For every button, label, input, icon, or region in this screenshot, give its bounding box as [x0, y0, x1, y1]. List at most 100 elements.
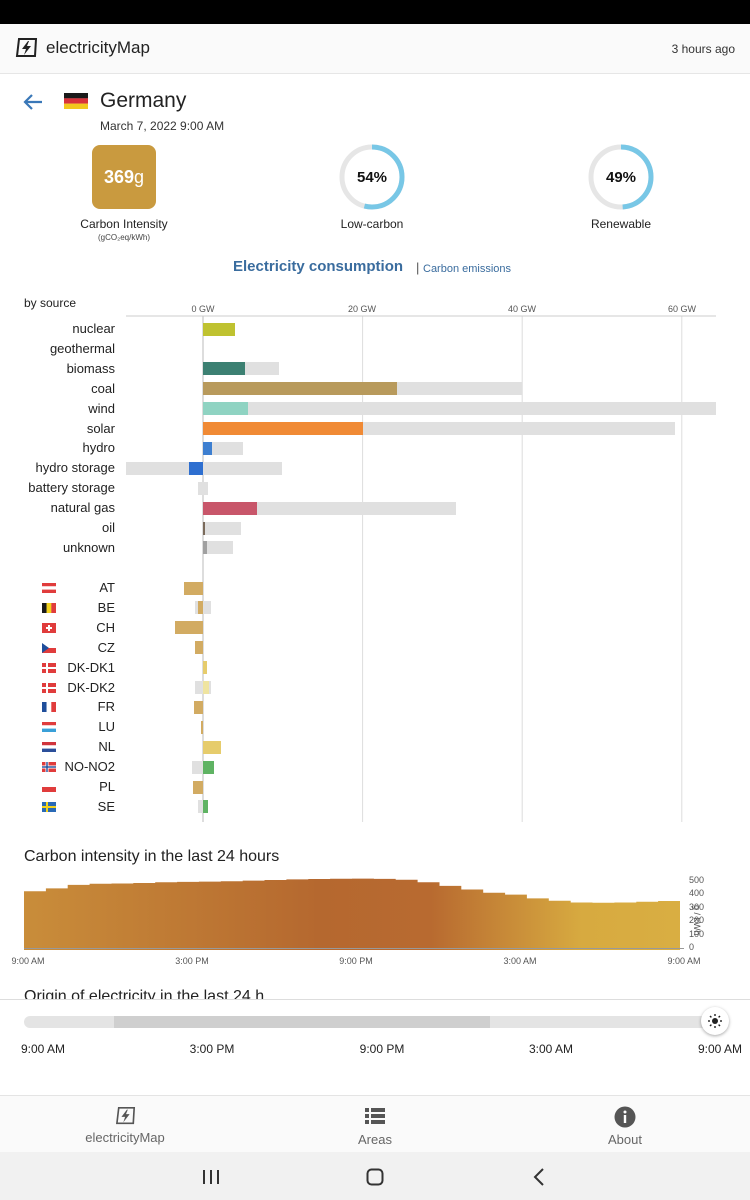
production-bar-biomass[interactable] — [203, 362, 246, 376]
history-y-unit: g / kWh — [692, 905, 702, 936]
source-label-solar: solar — [86, 420, 115, 436]
flag-dk-dk1-icon — [42, 662, 56, 673]
history-y-tick-300: 300 — [689, 902, 705, 912]
app-header: electricityMap 3 hours ago — [0, 24, 750, 74]
time-slider-handle[interactable] — [701, 1007, 729, 1035]
source-label-coal: coal — [91, 380, 115, 396]
exchange-label-lu: LU — [98, 719, 115, 735]
exchange-bar-at[interactable] — [183, 581, 203, 595]
time-slider-panel — [0, 999, 750, 1095]
production-bar-solar[interactable] — [203, 422, 363, 435]
app-title[interactable]: electricityMap — [46, 38, 150, 57]
history-x-tick-0: 9:00 AM — [11, 956, 45, 966]
status-bar — [0, 0, 750, 24]
exchange-label-dk-dk2: DK-DK2 — [67, 679, 115, 695]
production-bar-hydro[interactable] — [203, 441, 212, 455]
production-bar-natural-gas[interactable] — [203, 501, 258, 515]
exchange-bar-pl[interactable] — [193, 780, 203, 794]
tab-separator: | — [416, 260, 420, 275]
flag-be-icon — [42, 602, 56, 613]
nav-about-label: About — [608, 1132, 642, 1147]
low-carbon-gauge — [339, 144, 405, 210]
source-label-battery-storage: battery storage — [28, 480, 115, 496]
time-slider-range — [114, 1016, 490, 1028]
exchange-label-cz: CZ — [97, 639, 115, 655]
exchange-bar-be[interactable] — [198, 601, 203, 615]
flag-cz-icon — [42, 642, 56, 653]
exchange-label-dk-dk1: DK-DK1 — [67, 659, 115, 675]
exchange-label-pl: PL — [99, 779, 115, 794]
capacity-bar-natural-gas[interactable] — [203, 501, 456, 515]
tab-carbon-emissions[interactable]: Carbon emissions — [423, 263, 512, 275]
home-icon[interactable] — [366, 1168, 384, 1186]
carbon-intensity-unit: (gCO₂eq/kWh) — [97, 233, 150, 242]
map-logo-icon — [115, 1107, 136, 1125]
source-label-nuclear: nuclear — [72, 321, 115, 336]
carbon-intensity-badge: 369g — [92, 145, 156, 209]
capacity-bar-hydro-storage[interactable] — [125, 461, 282, 475]
exchange-bar-nl[interactable] — [203, 740, 221, 754]
source-label-hydro: hydro — [82, 440, 115, 456]
tab-electricity-consumption[interactable]: Electricity consumption — [233, 258, 404, 275]
zone-details-panel — [0, 74, 750, 999]
production-bar-hydro-storage[interactable] — [189, 461, 203, 475]
flag-nl-icon — [42, 742, 56, 753]
exchange-bar-se[interactable] — [203, 800, 208, 814]
x-tick-40: 40 GW — [507, 304, 537, 314]
exchange-bar-dk-dk1[interactable] — [203, 661, 207, 675]
slider-label-3: 3:00 AM — [528, 1042, 574, 1056]
nav-map-label: electricityMap — [85, 1130, 165, 1145]
history-area[interactable] — [24, 878, 680, 950]
nav-map[interactable]: electricityMap — [60, 1096, 190, 1153]
source-label-natural-gas: natural gas — [50, 500, 115, 516]
production-bar-oil[interactable] — [203, 521, 206, 535]
capacity-bar-oil[interactable] — [203, 521, 241, 535]
production-bar-nuclear[interactable] — [203, 322, 235, 336]
production-bar-wind[interactable] — [203, 402, 249, 416]
slider-label-1: 3:00 PM — [189, 1042, 235, 1056]
zone-datetime: March 7, 2022 9:00 AM — [100, 119, 225, 133]
back-arrow-icon[interactable] — [22, 92, 44, 112]
flag-fr-icon — [42, 702, 56, 713]
carbon-intensity-history-chart[interactable] — [24, 876, 680, 950]
x-tick-60: 60 GW — [667, 304, 697, 314]
nav-areas-label: Areas — [358, 1132, 392, 1147]
list-icon — [365, 1108, 385, 1124]
electricitymap-logo-icon[interactable] — [14, 37, 40, 59]
exchange-bar-lu[interactable] — [201, 720, 203, 734]
production-bar-unknown[interactable] — [203, 541, 207, 555]
capacity-bar-unknown[interactable] — [203, 541, 234, 555]
slider-label-0: 9:00 AM — [20, 1042, 66, 1056]
exchange-bar-cz[interactable] — [195, 641, 203, 655]
flag-no-no2-icon — [42, 762, 56, 773]
renewable-gauge — [588, 144, 654, 210]
nav-about[interactable]: About — [575, 1096, 675, 1153]
history-y-tick-0: 0 — [689, 942, 695, 952]
source-label-oil: oil — [101, 520, 115, 535]
exchange-bar-ch[interactable] — [175, 621, 203, 635]
history-title: Carbon intensity in the last 24 hours — [24, 848, 280, 865]
exchange-label-nl: NL — [98, 739, 115, 755]
source-label-biomass: biomass — [66, 360, 115, 376]
capacity-bar-wind[interactable] — [203, 402, 717, 416]
system-back-icon[interactable] — [533, 1168, 545, 1186]
history-baseline — [24, 948, 684, 949]
source-label-hydro-storage: hydro storage — [35, 460, 116, 476]
capacity-bar-hydro[interactable] — [203, 441, 243, 455]
info-icon — [614, 1106, 636, 1128]
exchange-bar-fr[interactable] — [194, 700, 203, 714]
recent-apps-icon[interactable] — [202, 1169, 220, 1185]
exchange-bar-no-no2[interactable] — [203, 760, 215, 774]
exchange-label-no-no2: NO-NO2 — [64, 759, 115, 775]
slider-label-2: 9:00 PM — [359, 1042, 405, 1056]
zone-name: Germany — [100, 89, 187, 112]
exchange-label-at: AT — [99, 580, 115, 595]
source-label-unknown: unknown — [62, 539, 115, 555]
nav-areas[interactable]: Areas — [325, 1096, 425, 1153]
last-updated: 3 hours ago — [671, 42, 735, 56]
capacity-bar-battery-storage[interactable] — [198, 481, 208, 495]
exchange-bar-dk-dk2[interactable] — [203, 681, 210, 694]
flag-dk-dk2-icon — [42, 682, 56, 693]
production-bar-coal[interactable] — [203, 382, 397, 396]
exchange-capacity-se[interactable] — [198, 800, 208, 814]
